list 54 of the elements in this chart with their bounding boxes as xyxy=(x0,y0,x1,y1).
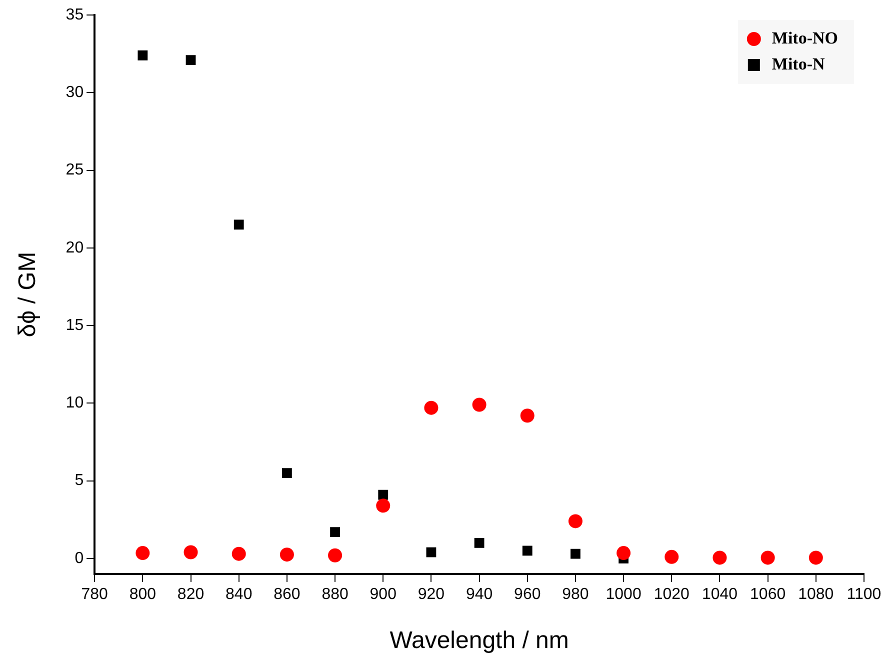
x-tick-label: 840 xyxy=(226,586,252,604)
point xyxy=(664,550,679,564)
point xyxy=(520,408,534,423)
x-tick-label: 960 xyxy=(514,586,541,604)
point xyxy=(808,550,823,565)
y-tick-label: 15 xyxy=(66,316,84,334)
x-tick-label: 1000 xyxy=(606,586,642,604)
x-tick-label: 860 xyxy=(274,586,300,604)
y-tick-label: 20 xyxy=(66,239,84,256)
x-tick-label: 800 xyxy=(129,586,156,604)
y-axis-title: δϕ / GM xyxy=(14,252,42,338)
x-tick-label: 940 xyxy=(466,586,493,604)
point xyxy=(186,55,196,65)
x-tick-label: 900 xyxy=(370,586,397,604)
y-tick-label: 25 xyxy=(66,162,84,179)
point xyxy=(426,547,436,558)
point xyxy=(282,468,292,478)
y-tick-label: 10 xyxy=(66,394,84,412)
point xyxy=(474,538,484,548)
point xyxy=(424,400,438,415)
x-tick-label: 1020 xyxy=(654,586,690,604)
x-tick-label: 1040 xyxy=(702,586,738,604)
point xyxy=(138,50,148,60)
y-tick-label: 30 xyxy=(66,84,84,102)
x-tick-label: 1060 xyxy=(750,586,786,604)
point xyxy=(184,545,198,560)
point xyxy=(616,546,631,560)
point xyxy=(328,548,342,562)
point xyxy=(330,527,340,538)
x-tick-label: 1080 xyxy=(798,586,834,604)
x-tick-label: 780 xyxy=(81,586,108,604)
y-tick-label: 0 xyxy=(74,550,84,567)
x-axis-title: Wavelength / nm xyxy=(390,627,569,654)
point xyxy=(136,546,150,560)
point xyxy=(522,546,532,556)
point xyxy=(568,514,582,528)
point xyxy=(712,550,727,565)
point xyxy=(234,220,244,230)
point xyxy=(760,550,775,565)
y-tick-label: 35 xyxy=(66,6,84,24)
x-tick-label: 880 xyxy=(322,586,348,604)
point xyxy=(232,546,246,561)
legend-label: Mito-NO xyxy=(772,28,838,48)
point xyxy=(280,548,294,562)
x-tick-label: 820 xyxy=(177,586,204,604)
legend-label: Mito-N xyxy=(772,54,826,74)
point xyxy=(472,398,486,412)
point xyxy=(376,498,390,513)
point xyxy=(570,548,580,559)
x-tick-label: 920 xyxy=(418,586,445,604)
x-tick-label: 1100 xyxy=(846,586,882,604)
x-tick-label: 980 xyxy=(562,586,589,604)
y-tick-label: 5 xyxy=(74,472,84,490)
point xyxy=(378,490,388,500)
